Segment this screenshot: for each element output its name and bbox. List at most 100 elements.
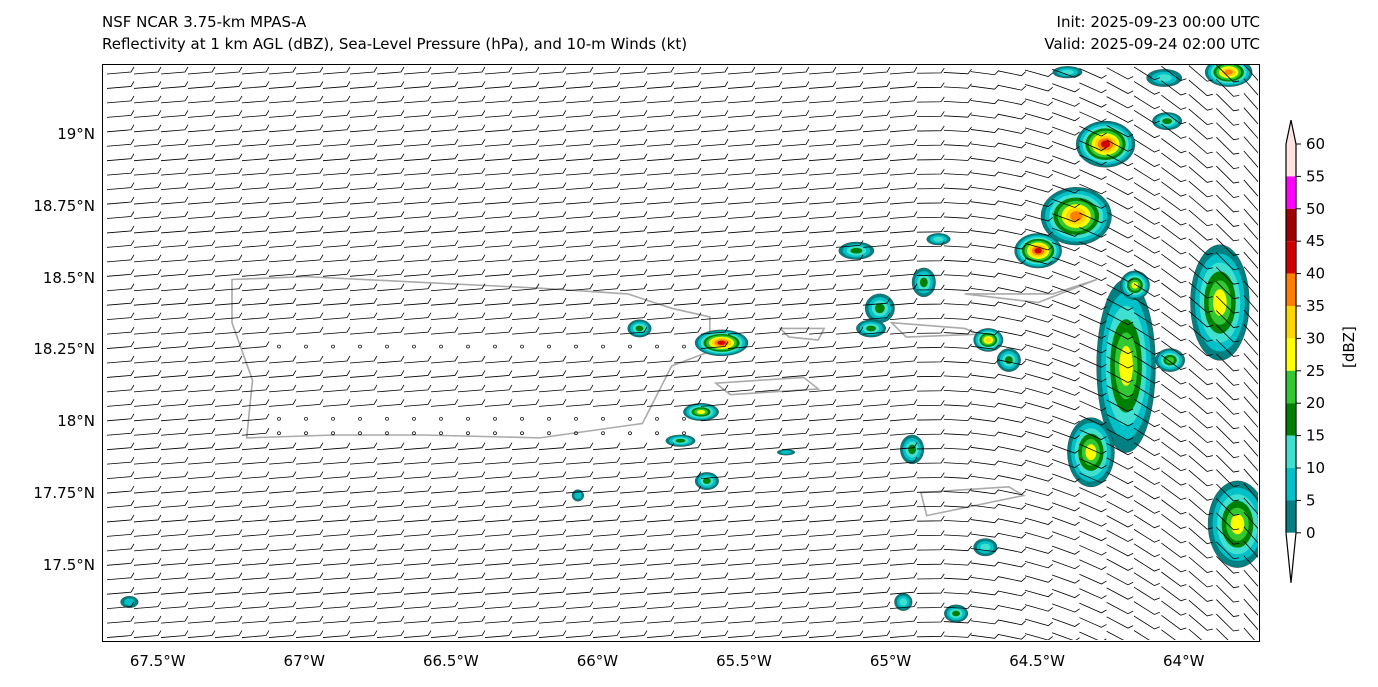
calm-wind-marker <box>412 431 416 436</box>
wind-barb <box>592 81 621 89</box>
wind-barb <box>376 312 405 321</box>
wind-barb <box>727 196 756 205</box>
wind-barb <box>889 615 918 624</box>
wind-barb <box>754 615 783 624</box>
calm-wind-marker <box>655 344 659 349</box>
wind-barb <box>187 572 216 581</box>
wind-barb <box>754 240 783 248</box>
wind-barb <box>1024 214 1053 222</box>
wind-barb <box>430 124 459 133</box>
wind-barb <box>835 586 864 595</box>
wind-barb <box>700 355 729 364</box>
wind-barb <box>376 153 405 162</box>
wind-barb <box>160 529 189 537</box>
wind-barb <box>727 514 756 523</box>
reflectivity-cell <box>1119 270 1150 300</box>
calm-wind-marker <box>331 416 335 421</box>
wind-barb <box>835 500 864 508</box>
wind-barb <box>700 500 729 508</box>
wind-barb <box>511 81 540 89</box>
calm-wind-marker <box>520 344 524 349</box>
wind-barb <box>997 373 1027 380</box>
wind-barb <box>619 370 648 378</box>
wind-barb <box>187 283 216 292</box>
wind-barb <box>538 456 567 465</box>
wind-barb <box>997 200 1027 207</box>
wind-barb <box>106 225 135 234</box>
wind-barb <box>187 297 216 306</box>
wind-barb <box>241 384 270 393</box>
wind-barb <box>106 95 135 104</box>
wind-barb <box>565 95 594 104</box>
wind-barb <box>133 81 162 89</box>
wind-barb <box>160 558 189 566</box>
wind-barb <box>970 315 999 321</box>
calm-wind-marker <box>547 431 551 436</box>
wind-barb <box>403 558 432 566</box>
wind-barb <box>781 254 810 263</box>
wind-barb <box>1133 225 1160 240</box>
wind-barb <box>781 196 810 205</box>
wind-barb <box>592 399 621 407</box>
wind-barb <box>943 531 972 537</box>
wind-barb <box>1161 167 1187 183</box>
reflectivity-cell <box>120 596 139 608</box>
wind-barb <box>727 225 756 234</box>
wind-barb <box>133 442 162 451</box>
wind-barb <box>403 66 432 75</box>
wind-barb <box>673 110 702 118</box>
wind-barb <box>160 355 189 364</box>
wind-barb <box>1161 412 1187 428</box>
wind-barb <box>430 95 459 104</box>
wind-barb <box>646 601 675 610</box>
wind-barb <box>970 503 999 509</box>
wind-barb <box>916 371 945 378</box>
wind-barb <box>1188 412 1213 429</box>
wind-barb <box>1079 227 1107 238</box>
wind-barb <box>1079 602 1107 614</box>
wind-barb <box>727 442 756 451</box>
wind-barb <box>673 485 702 494</box>
wind-barb <box>430 153 459 162</box>
wind-barb <box>1052 126 1080 136</box>
wind-barb <box>1133 557 1160 572</box>
reflectivity-cell <box>944 604 969 623</box>
wind-barb <box>673 240 702 248</box>
wind-barb <box>511 586 540 595</box>
wind-barb <box>997 316 1027 322</box>
wind-barb <box>727 456 756 465</box>
wind-barb <box>1161 138 1187 154</box>
wind-barb <box>511 456 540 465</box>
wind-barb <box>727 139 756 147</box>
wind-barb <box>781 601 810 610</box>
reflectivity-cell <box>838 241 875 260</box>
wind-barb <box>160 81 189 89</box>
wind-barb <box>160 211 189 219</box>
wind-barb <box>943 632 972 638</box>
wind-barb <box>592 514 621 523</box>
wind-barb <box>268 254 297 263</box>
wind-barb <box>835 95 864 104</box>
wind-barb <box>700 153 729 162</box>
wind-barb <box>106 630 135 638</box>
wind-barb <box>862 615 891 624</box>
wind-barb <box>835 326 864 335</box>
wind-barb <box>1024 286 1053 294</box>
wind-barb <box>1216 252 1240 271</box>
wind-barb <box>349 630 378 638</box>
wind-barb <box>430 370 459 378</box>
wind-barb <box>943 618 972 624</box>
wind-barb <box>349 182 378 190</box>
wind-barb <box>1188 354 1213 371</box>
wind-barb <box>1024 401 1053 410</box>
wind-barb <box>106 81 135 89</box>
wind-barb <box>700 485 729 494</box>
wind-barb <box>538 558 567 566</box>
wind-barb <box>160 312 189 321</box>
wind-barb <box>1052 314 1080 324</box>
wind-barb <box>1161 571 1187 587</box>
wind-barb <box>1161 181 1187 197</box>
wind-barb <box>916 544 945 551</box>
wind-barb <box>133 254 162 263</box>
wind-barb <box>1079 458 1107 469</box>
